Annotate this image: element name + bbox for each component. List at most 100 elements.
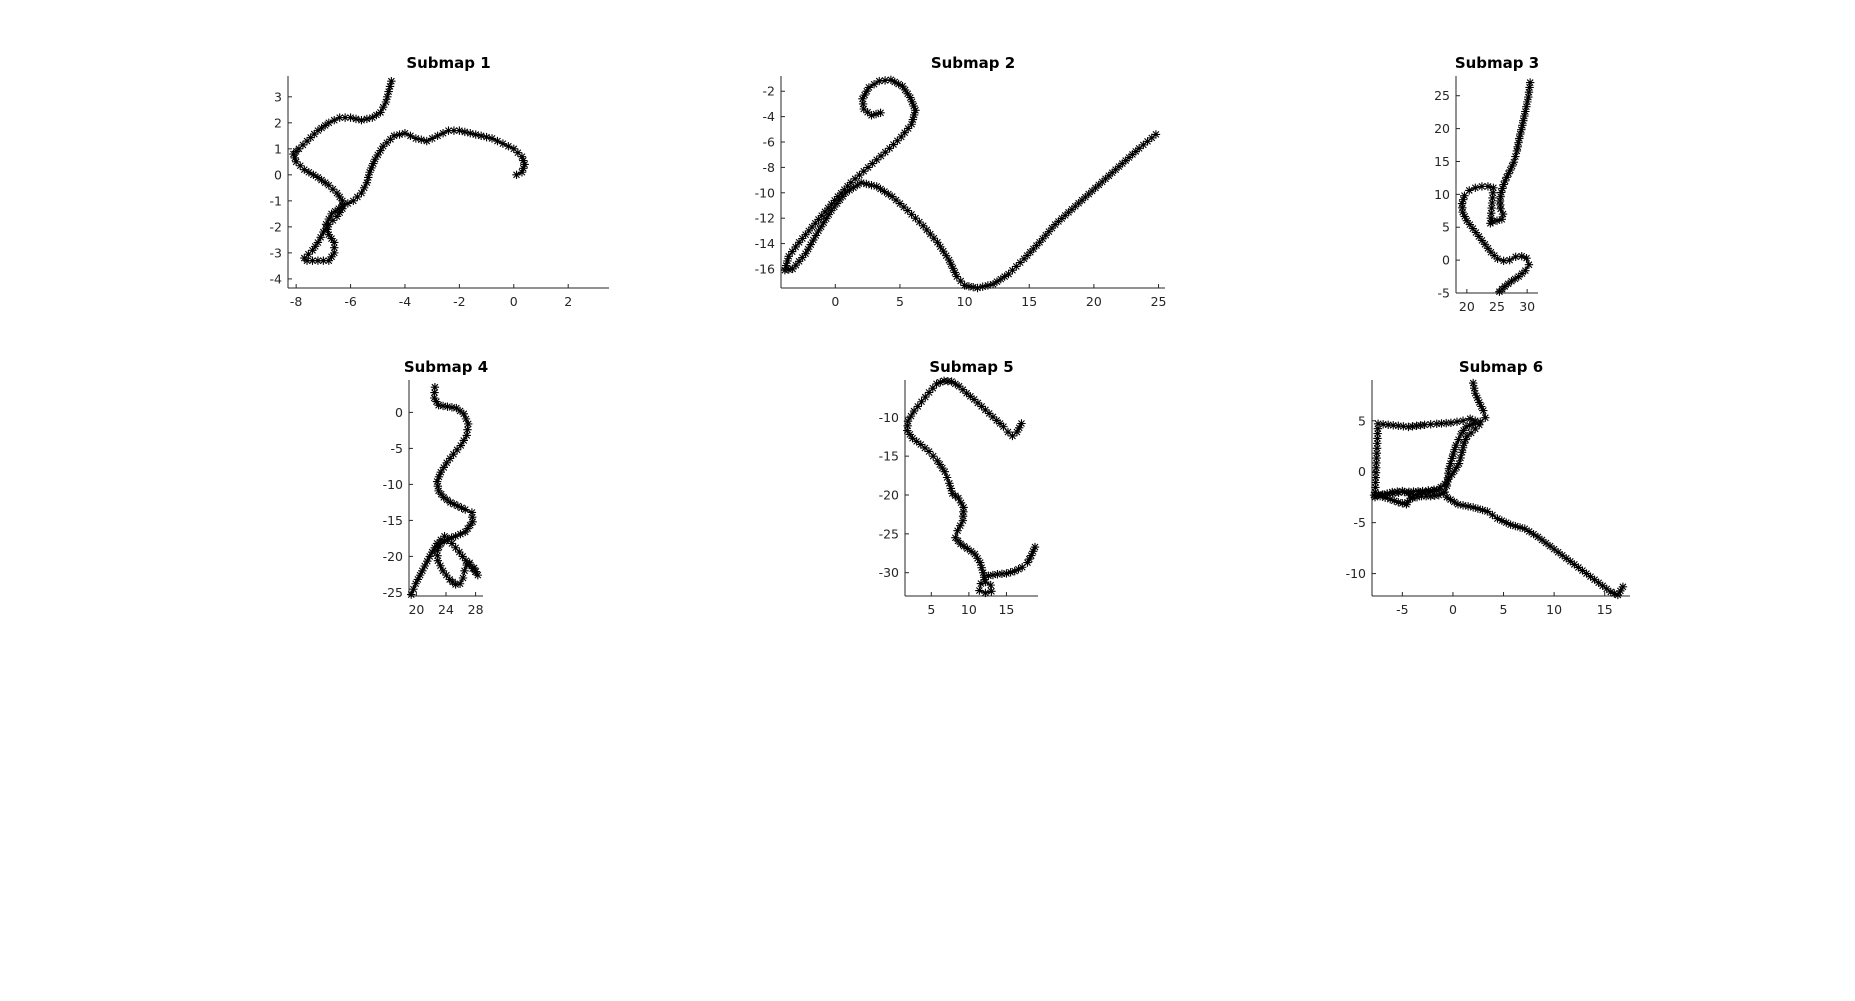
star-marker — [935, 460, 945, 469]
star-marker — [1523, 97, 1532, 107]
star-marker — [915, 217, 924, 227]
star-marker — [928, 451, 938, 461]
star-marker — [1493, 514, 1502, 523]
star-marker — [300, 165, 309, 174]
star-marker — [1027, 551, 1036, 560]
star-marker — [1406, 493, 1415, 503]
star-marker — [929, 233, 939, 243]
star-marker — [1457, 199, 1467, 208]
star-marker — [1456, 429, 1466, 439]
star-marker — [1388, 489, 1398, 498]
star-marker — [1060, 211, 1070, 220]
star-marker — [885, 144, 894, 153]
star-marker — [436, 561, 445, 570]
star-marker — [1499, 256, 1508, 265]
star-marker — [1493, 254, 1502, 264]
star-marker — [313, 256, 323, 265]
star-marker — [423, 557, 432, 566]
star-marker — [862, 87, 871, 96]
y-tick-label: -10 — [383, 477, 403, 492]
star-marker — [1017, 419, 1026, 428]
star-marker — [313, 238, 323, 247]
star-marker — [465, 560, 474, 569]
star-marker — [906, 411, 916, 421]
star-marker — [440, 532, 449, 541]
star-marker — [1594, 578, 1603, 587]
star-marker — [487, 134, 497, 143]
star-marker — [447, 403, 457, 412]
star-marker — [1454, 435, 1463, 444]
star-marker — [980, 575, 989, 584]
star-marker — [1446, 459, 1455, 468]
star-marker — [1461, 435, 1470, 444]
star-marker — [422, 136, 431, 146]
star-marker — [1398, 486, 1407, 496]
star-marker — [319, 227, 328, 237]
x-tick-label: 25 — [1151, 294, 1167, 309]
star-marker — [357, 116, 366, 125]
star-marker — [1480, 240, 1490, 249]
y-tick-label: -14 — [755, 236, 775, 251]
subplot-title: Submap 6 — [1459, 358, 1543, 376]
star-marker — [1514, 272, 1523, 281]
star-marker — [1446, 495, 1455, 504]
star-marker — [1002, 569, 1011, 578]
star-marker — [1471, 183, 1480, 192]
star-marker — [859, 104, 868, 114]
star-marker — [324, 214, 334, 224]
star-marker — [988, 279, 998, 289]
star-marker — [858, 99, 868, 109]
y-tick-label: -25 — [879, 526, 899, 541]
star-marker — [460, 127, 470, 137]
star-marker — [889, 140, 898, 149]
star-marker — [432, 539, 442, 548]
star-marker — [1004, 269, 1013, 279]
star-marker — [471, 130, 480, 139]
star-marker — [1481, 413, 1490, 422]
star-marker — [369, 159, 378, 168]
star-marker — [819, 218, 828, 227]
star-marker — [389, 131, 399, 141]
star-marker — [456, 529, 465, 539]
star-marker — [476, 131, 486, 141]
star-marker — [981, 405, 990, 415]
star-marker — [891, 195, 901, 205]
star-marker — [975, 558, 985, 567]
star-marker — [833, 192, 843, 201]
star-marker — [1032, 241, 1041, 250]
star-marker — [897, 132, 906, 142]
star-marker — [1520, 524, 1529, 533]
star-marker — [512, 170, 521, 180]
star-marker — [1537, 535, 1547, 545]
star-marker — [1511, 521, 1520, 531]
star-marker — [1487, 198, 1497, 208]
star-marker — [1413, 487, 1423, 496]
star-marker — [438, 401, 448, 411]
x-tick-label: 20 — [1459, 299, 1475, 314]
star-marker — [1468, 503, 1478, 512]
star-marker — [1488, 193, 1497, 203]
star-marker — [836, 188, 846, 198]
star-marker — [794, 257, 804, 266]
y-tick-label: 0 — [1358, 464, 1366, 479]
star-marker — [1451, 441, 1461, 450]
star-marker — [932, 379, 941, 389]
star-marker — [444, 535, 453, 545]
x-tick-label: 25 — [1489, 299, 1505, 314]
star-marker — [784, 265, 793, 274]
star-marker — [1521, 107, 1530, 116]
star-marker — [458, 552, 467, 561]
star-marker — [291, 157, 301, 167]
y-tick-label: -4 — [270, 271, 283, 286]
star-marker — [1483, 182, 1493, 191]
star-marker — [436, 467, 446, 477]
x-tick-label: 0 — [510, 294, 518, 309]
star-marker — [413, 575, 423, 584]
star-marker — [788, 264, 797, 274]
star-marker — [296, 161, 305, 170]
y-tick-label: -2 — [270, 219, 282, 234]
star-marker — [926, 229, 935, 239]
star-marker — [869, 80, 879, 89]
star-marker — [996, 274, 1005, 284]
star-marker — [1618, 582, 1628, 592]
